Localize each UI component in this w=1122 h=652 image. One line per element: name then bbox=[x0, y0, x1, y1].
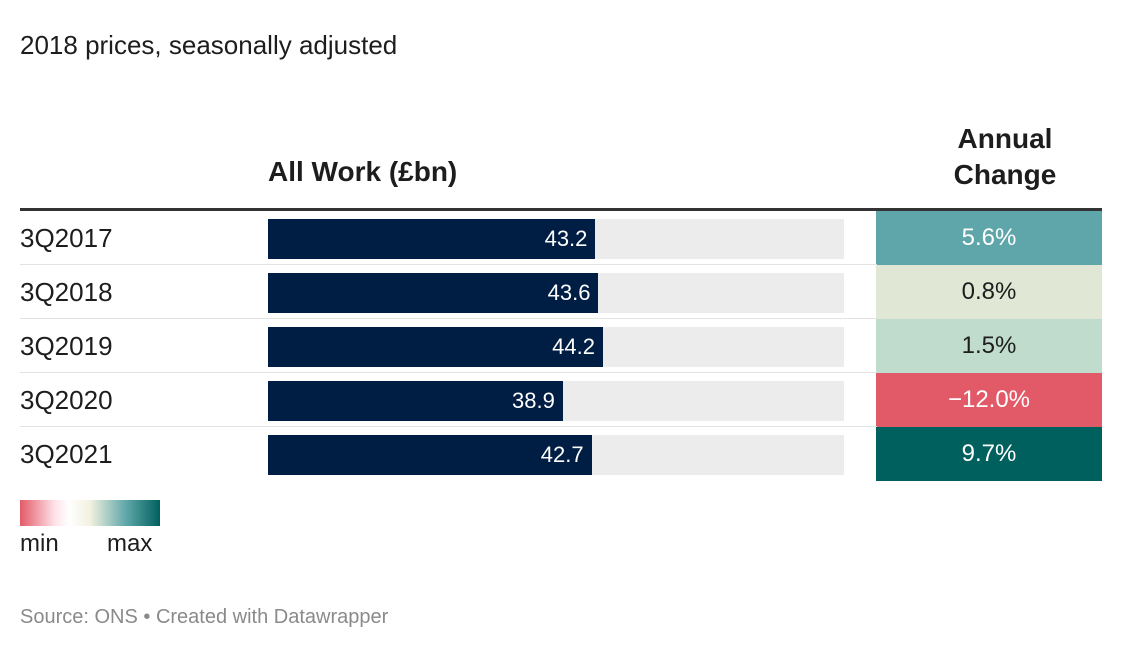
table-row: 3Q2021 42.7 9.7% bbox=[20, 427, 1102, 481]
bar-track: 44.2 bbox=[268, 327, 844, 367]
annual-change-cell: −12.0% bbox=[876, 373, 1102, 427]
table-row: 3Q2018 43.6 0.8% bbox=[20, 265, 1102, 319]
row-divider bbox=[20, 372, 877, 373]
row-period-label: 3Q2019 bbox=[20, 331, 113, 361]
bar-value-label: 43.6 bbox=[547, 280, 591, 305]
row-period-label: 3Q2021 bbox=[20, 439, 113, 469]
bar-track: 42.7 bbox=[268, 435, 844, 475]
bar-all-work: 43.2 bbox=[268, 219, 596, 259]
bar-all-work: 44.2 bbox=[268, 327, 603, 367]
bar-value-label: 43.2 bbox=[544, 226, 588, 251]
chart-subtitle: 2018 prices, seasonally adjusted bbox=[20, 30, 398, 60]
column-header-all-work: All Work (£bn) bbox=[268, 156, 458, 187]
bar-value-label: 38.9 bbox=[511, 388, 555, 413]
source-note: Source: ONS • Created with Datawrapper bbox=[20, 606, 389, 628]
table-row: 3Q2020 38.9 −12.0% bbox=[20, 373, 1102, 427]
annual-change-cell: 1.5% bbox=[876, 319, 1102, 373]
color-scale-legend bbox=[20, 500, 160, 526]
annual-change-cell: 0.8% bbox=[876, 265, 1102, 319]
column-header-annual-change: Annual Change bbox=[910, 121, 1100, 193]
row-divider bbox=[20, 318, 877, 319]
header-rule bbox=[20, 208, 1102, 211]
row-period-label: 3Q2020 bbox=[20, 385, 113, 415]
row-period-label: 3Q2018 bbox=[20, 277, 113, 307]
legend-min-label: min bbox=[20, 530, 59, 557]
bar-value-label: 42.7 bbox=[540, 442, 584, 467]
annual-change-header-line2: Change bbox=[953, 159, 1057, 190]
bar-all-work: 38.9 bbox=[268, 381, 563, 421]
row-divider bbox=[20, 426, 877, 427]
legend-max-label: max bbox=[107, 530, 153, 557]
bar-all-work: 43.6 bbox=[268, 273, 599, 313]
bar-value-label: 44.2 bbox=[552, 334, 595, 359]
annual-change-cell: 5.6% bbox=[876, 211, 1102, 265]
annual-change-header-line1: Annual bbox=[957, 123, 1053, 154]
table-row: 3Q2019 44.2 1.5% bbox=[20, 319, 1102, 373]
bar-all-work: 42.7 bbox=[268, 435, 592, 475]
row-divider bbox=[20, 264, 877, 265]
row-period-label: 3Q2017 bbox=[20, 223, 113, 253]
annual-change-cell: 9.7% bbox=[876, 427, 1102, 481]
bar-track: 43.2 bbox=[268, 219, 844, 259]
bar-track: 38.9 bbox=[268, 381, 844, 421]
table-row: 3Q2017 43.2 5.6% bbox=[20, 211, 1102, 265]
bar-track: 43.6 bbox=[268, 273, 844, 313]
